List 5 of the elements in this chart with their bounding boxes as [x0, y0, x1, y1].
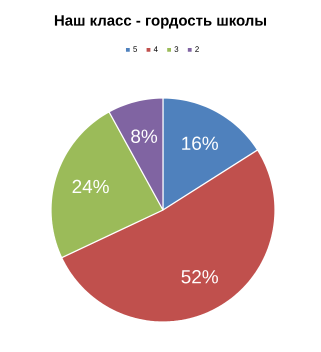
data-label: 16% — [182, 136, 218, 150]
chart-title: Наш класс - гордость школы — [54, 15, 266, 29]
data-label: 8% — [131, 130, 158, 143]
data-label: 24% — [72, 180, 109, 194]
data-label: 52% — [182, 270, 218, 284]
